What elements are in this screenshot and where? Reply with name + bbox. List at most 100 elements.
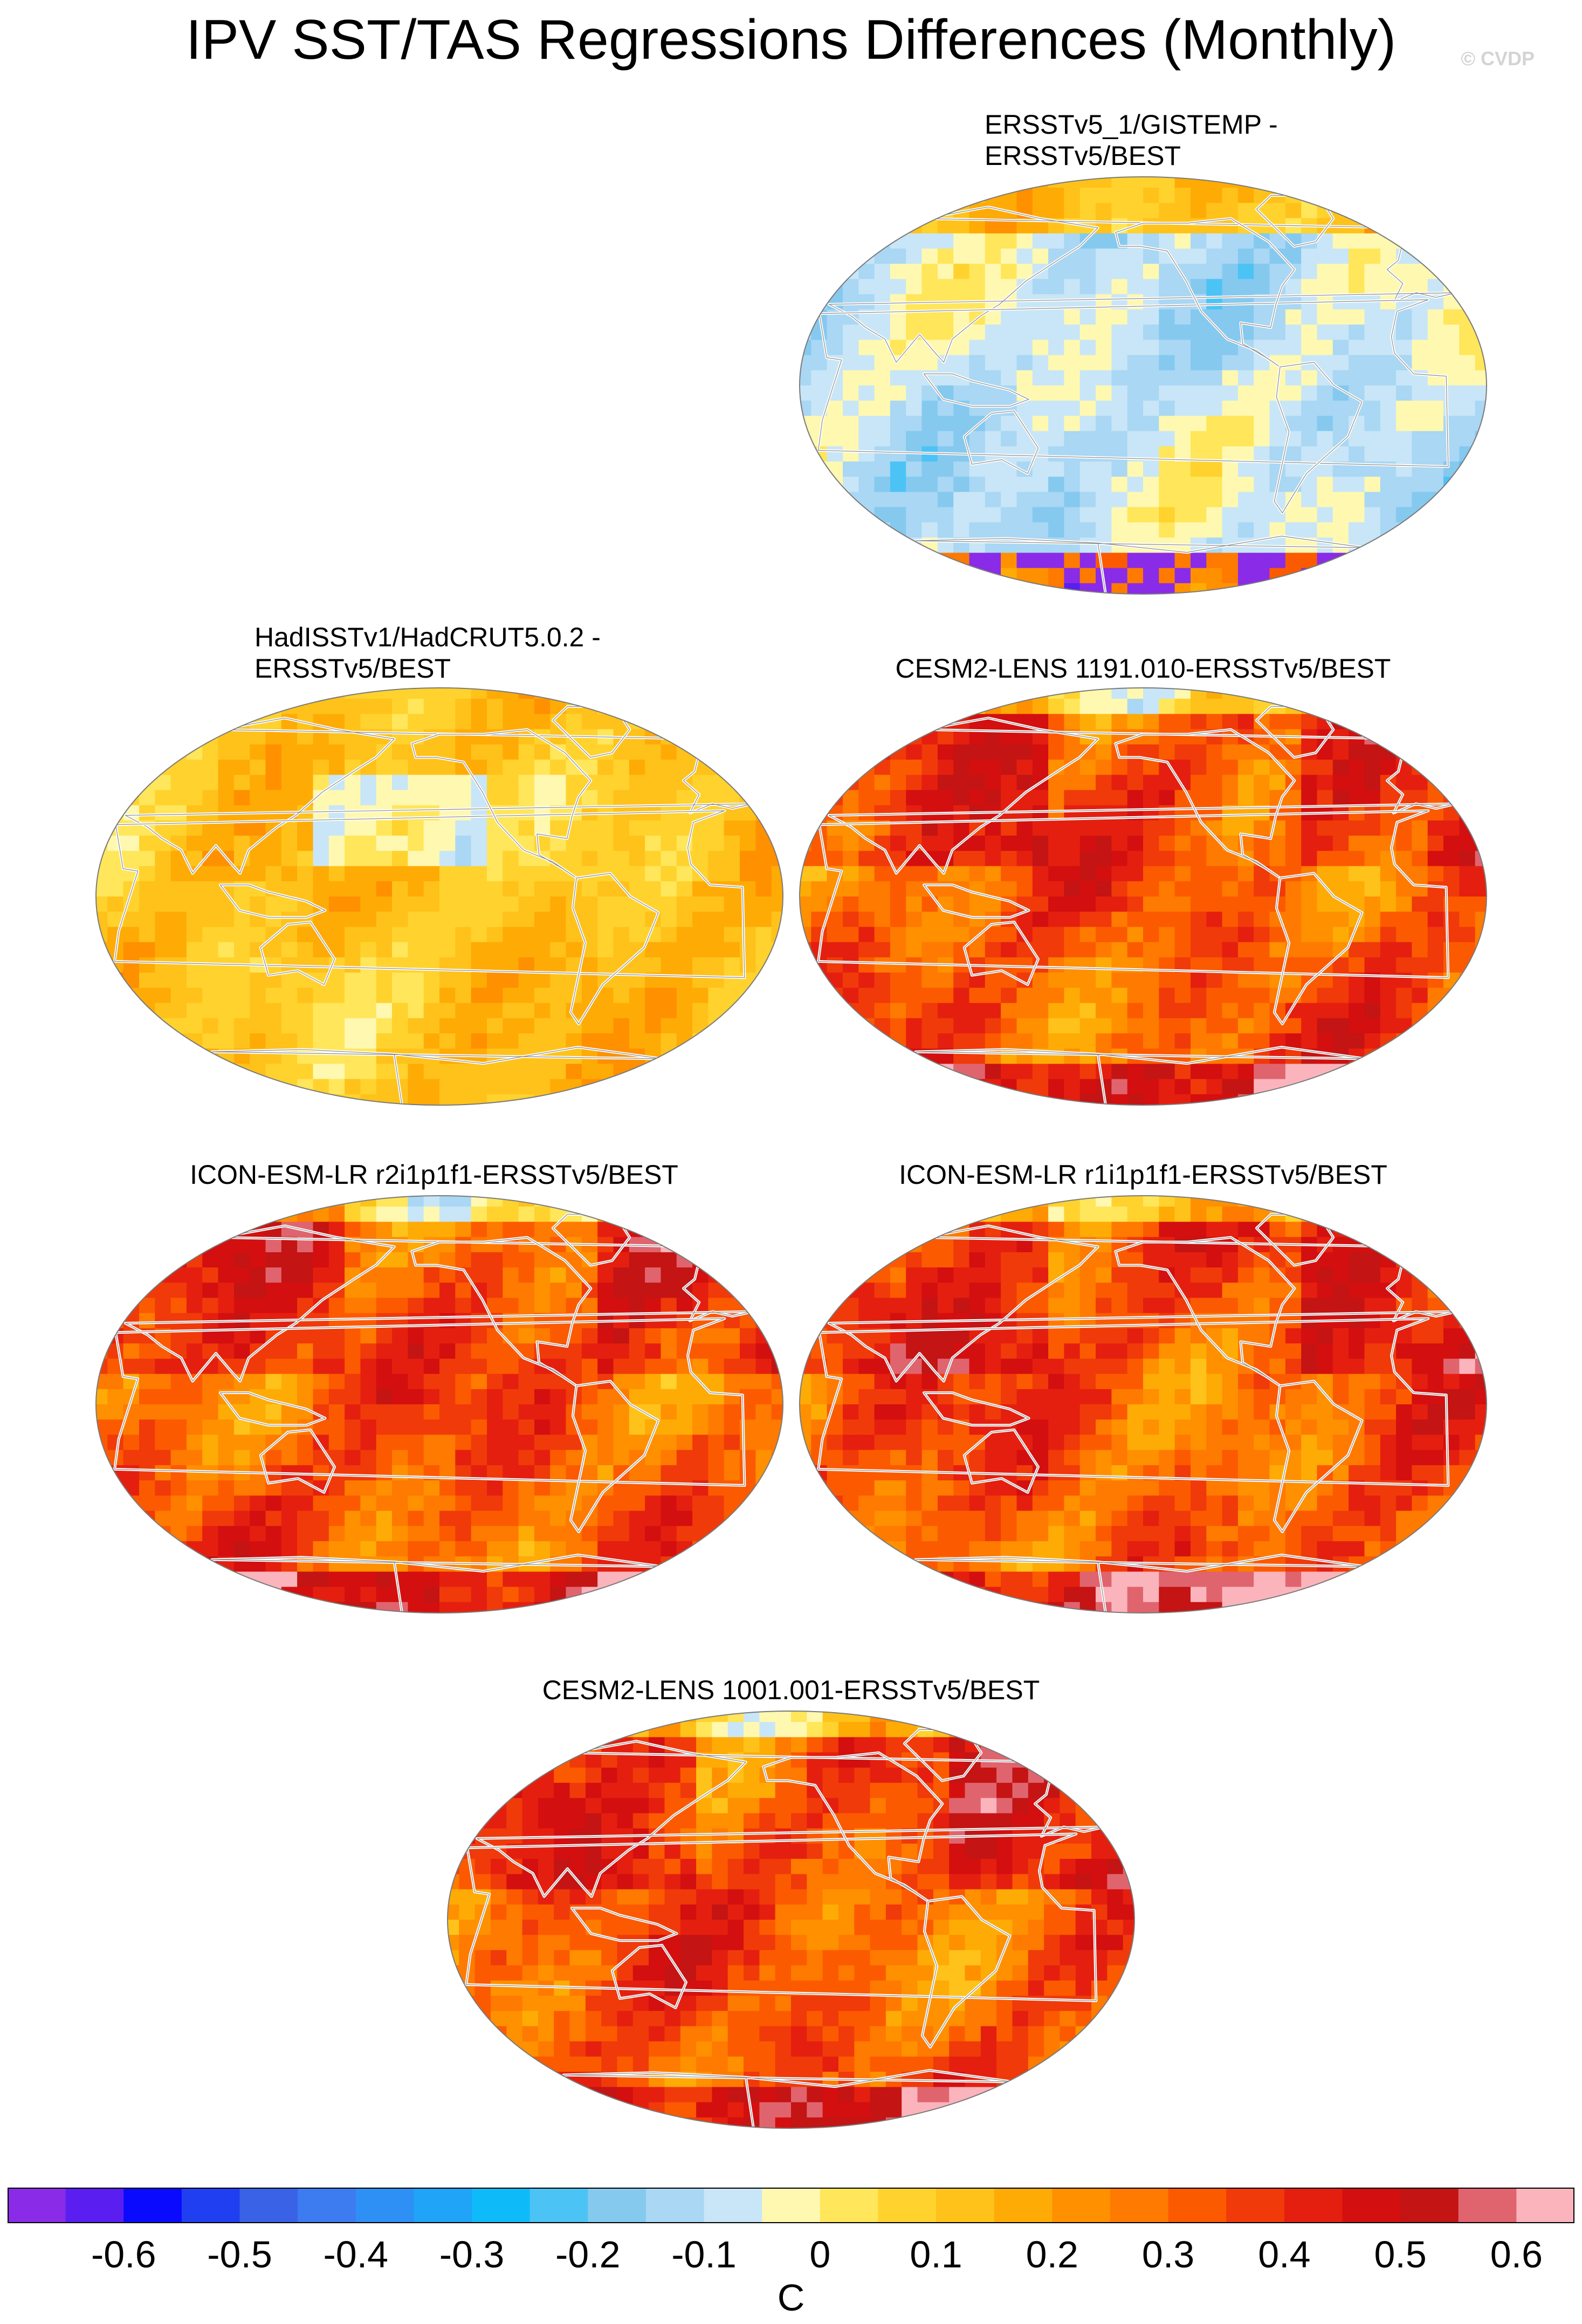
colorbar-swatch	[820, 2188, 879, 2223]
map-panel-4	[95, 1195, 783, 1613]
coastline	[114, 810, 745, 978]
colorbar-tick-label: -0.1	[671, 2233, 737, 2275]
colorbar-tick-label: -0.6	[91, 2233, 156, 2275]
coastline	[1115, 218, 1295, 368]
colorbar-tick-label: 0.4	[1258, 2233, 1311, 2275]
colorbar-tick-label: -0.5	[207, 2233, 272, 2275]
coastline	[570, 1381, 659, 1533]
colorbar-swatch	[645, 2188, 705, 2223]
map-border	[95, 1195, 783, 1613]
colorbar-tick-label: 0.2	[1026, 2233, 1078, 2275]
colorbar-swatch	[472, 2188, 531, 2223]
coastline	[817, 810, 1449, 978]
colorbar-unit: C	[777, 2277, 805, 2319]
coastline	[219, 884, 326, 918]
colorbar-swatch	[1342, 2188, 1401, 2223]
panel-title-1: ERSSTv5_1/GISTEMP - ERSSTv5/BEST	[985, 109, 1278, 171]
coastline	[114, 1318, 745, 1486]
coastline	[817, 1318, 1449, 1486]
coastline	[964, 1429, 1039, 1493]
coastline	[817, 299, 1449, 467]
coastline	[260, 1429, 335, 1493]
colorbar-frame	[8, 2188, 1574, 2223]
colorbar-tick-label: 0.1	[910, 2233, 962, 2275]
colorbar-swatch	[1052, 2188, 1111, 2223]
colorbar-swatch	[878, 2188, 937, 2223]
colorbar-swatch	[239, 2188, 298, 2223]
colorbar-swatch	[8, 2188, 66, 2223]
colorbar-swatch	[414, 2188, 472, 2223]
coastline	[411, 729, 591, 879]
colorbar-swatch	[762, 2188, 821, 2223]
map-border	[447, 1711, 1135, 2129]
coastline	[923, 373, 1029, 407]
map-field	[96, 688, 783, 1105]
colorbar-tick-label: -0.3	[439, 2233, 505, 2275]
coastline	[923, 884, 1029, 918]
colorbar-swatch	[588, 2188, 646, 2223]
coastline	[1274, 362, 1363, 514]
colorbar-swatch	[1226, 2188, 1285, 2223]
coastline	[211, 1046, 663, 1105]
map-field	[800, 177, 1487, 594]
colorbar-tick-label: -0.2	[555, 2233, 621, 2275]
credit-label: © CVDP	[1461, 47, 1535, 70]
coastline	[1274, 1381, 1363, 1533]
coastline	[211, 1554, 663, 1613]
panel-title-3: CESM2-LENS 1191.010-ERSSTv5/BEST	[895, 653, 1391, 684]
colorbar-tick-label: 0.6	[1490, 2233, 1543, 2275]
colorbar-swatch	[994, 2188, 1053, 2223]
colorbar-tick-label: 0.3	[1141, 2233, 1195, 2275]
coastline	[915, 535, 1366, 594]
panel-title-5: ICON-ESM-LR r1i1p1f1-ERSSTv5/BEST	[899, 1160, 1387, 1190]
coastline	[964, 410, 1039, 474]
coastline	[571, 1907, 677, 1941]
coastline	[570, 873, 659, 1025]
colorbar	[8, 2188, 1574, 2223]
coastline	[923, 1392, 1029, 1426]
coastline	[611, 1944, 687, 2009]
colorbar-tick-label: 0	[809, 2233, 831, 2275]
coastline	[1274, 873, 1363, 1025]
coastline	[260, 921, 335, 985]
map-panel-6	[447, 1711, 1135, 2129]
coastline	[1115, 729, 1295, 879]
coastline	[411, 1237, 591, 1387]
map-field	[96, 1196, 783, 1613]
map-field	[800, 1196, 1487, 1613]
coastline	[763, 1752, 943, 1902]
colorbar-swatch	[704, 2188, 762, 2223]
colorbar-swatch	[65, 2188, 124, 2223]
coastline	[465, 1833, 1097, 2002]
colorbar-tick-label: -0.4	[323, 2233, 389, 2275]
panel-title-4: ICON-ESM-LR r2i1p1f1-ERSSTv5/BEST	[190, 1160, 678, 1190]
coastline	[964, 921, 1039, 985]
colorbar-swatch	[529, 2188, 588, 2223]
coastline	[915, 1046, 1366, 1105]
map-field	[448, 1711, 1134, 2128]
coastline	[563, 2070, 1014, 2128]
map-panel-1	[799, 176, 1487, 595]
map-border	[799, 176, 1487, 595]
colorbar-tick-label: 0.5	[1374, 2233, 1427, 2275]
coastline	[1115, 1237, 1295, 1387]
colorbar-swatch	[1400, 2188, 1459, 2223]
map-panel-3	[799, 687, 1487, 1106]
coastline	[915, 1554, 1366, 1613]
map-border	[95, 687, 783, 1106]
page-title: IPV SST/TAS Regressions Differences (Mon…	[185, 9, 1397, 71]
map-field	[800, 688, 1487, 1105]
colorbar-swatch	[181, 2188, 240, 2223]
colorbar-swatch	[298, 2188, 356, 2223]
map-panel-5	[799, 1195, 1487, 1613]
panel-title-2: HadISSTv1/HadCRUT5.0.2 - ERSSTv5/BEST	[255, 622, 601, 684]
map-panel-2	[95, 687, 783, 1106]
colorbar-swatch	[123, 2188, 182, 2223]
coastline	[219, 1392, 326, 1426]
panel-title-6: CESM2-LENS 1001.001-ERSSTv5/BEST	[542, 1675, 1040, 1705]
coastline	[921, 1896, 1010, 2048]
map-border	[799, 687, 1487, 1106]
colorbar-swatch	[1168, 2188, 1227, 2223]
colorbar-swatch	[1516, 2188, 1574, 2223]
colorbar-swatch	[355, 2188, 415, 2223]
